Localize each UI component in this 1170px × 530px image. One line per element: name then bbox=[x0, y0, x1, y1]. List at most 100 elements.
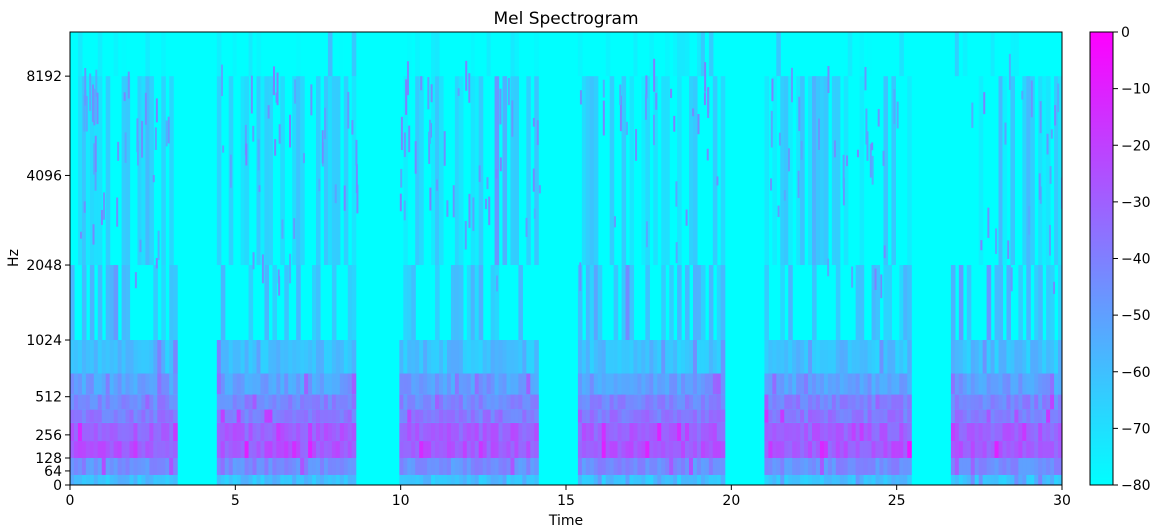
heatmap-cell-band-2 bbox=[494, 441, 500, 458]
heatmap-cell-band-6 bbox=[109, 373, 115, 395]
heatmap-cell-band-6 bbox=[1034, 373, 1039, 395]
heatmap-cell-band-8 bbox=[125, 265, 131, 341]
heatmap-cell-band-8 bbox=[994, 265, 1000, 341]
heatmap-cell-band-0 bbox=[804, 474, 809, 485]
heatmap-cell-band-1 bbox=[427, 457, 432, 475]
heatmap-cell-band-5 bbox=[125, 394, 131, 410]
heatmap-cell-band-4 bbox=[308, 409, 313, 423]
heatmap-cell-band-6 bbox=[490, 373, 496, 395]
heatmap-cell-band-0 bbox=[407, 474, 412, 485]
heatmap-cell-band-7 bbox=[506, 340, 512, 374]
heatmap-cell-band-0 bbox=[843, 474, 849, 485]
heatmap-cell-band-4 bbox=[720, 409, 726, 423]
heatmap-cell-band-9 bbox=[89, 76, 95, 266]
heatmap-cell-band-3 bbox=[446, 422, 452, 442]
heatmap-cell-band-7 bbox=[1058, 340, 1062, 374]
heatmap-streak bbox=[302, 153, 305, 164]
heatmap-cell-band-4 bbox=[458, 409, 464, 423]
heatmap-streak bbox=[827, 65, 830, 93]
heatmap-cell-band-0 bbox=[621, 474, 627, 485]
heatmap-cell-band-3 bbox=[161, 422, 166, 442]
heatmap-cell-band-0 bbox=[978, 474, 984, 485]
heatmap-cell-band-2 bbox=[712, 441, 718, 458]
heatmap-cell-band-3 bbox=[240, 422, 246, 442]
heatmap-cell-band-1 bbox=[169, 457, 174, 475]
heatmap-cell-band-8 bbox=[81, 265, 87, 341]
heatmap-cell-band-3 bbox=[601, 422, 607, 442]
heatmap-cell-band-5 bbox=[1014, 394, 1019, 410]
heatmap-cell-band-1 bbox=[482, 457, 488, 475]
heatmap-cell-band-2 bbox=[478, 441, 484, 458]
heatmap-cell-band-0 bbox=[990, 474, 996, 485]
heatmap-cell-band-3 bbox=[577, 422, 583, 442]
heatmap-streak bbox=[703, 92, 706, 106]
heatmap-cell-band-0 bbox=[879, 474, 885, 485]
heatmap-cell-band-6 bbox=[308, 373, 313, 395]
heatmap-cell-band-0 bbox=[998, 474, 1004, 485]
heatmap-cell-band-1 bbox=[871, 457, 877, 475]
heatmap-cell-band-5 bbox=[280, 394, 285, 410]
heatmap-cell-band-4 bbox=[712, 409, 718, 423]
heatmap-cell-band-7 bbox=[319, 340, 325, 374]
heatmap-cell-band-0 bbox=[454, 474, 460, 485]
heatmap-cell-band-0 bbox=[323, 474, 329, 485]
heatmap-streak bbox=[123, 92, 126, 102]
heatmap-cell-band-8 bbox=[161, 265, 166, 341]
heatmap-streak bbox=[625, 121, 628, 135]
heatmap-cell-band-3 bbox=[339, 422, 345, 442]
heatmap-cell-band-0 bbox=[629, 474, 635, 485]
heatmap-cell-band-4 bbox=[240, 409, 246, 423]
heatmap-cell-band-7 bbox=[73, 340, 79, 374]
heatmap-cell-band-5 bbox=[966, 394, 972, 410]
heatmap-streak bbox=[995, 228, 998, 254]
heatmap-cell-band-3 bbox=[812, 422, 817, 442]
heatmap-cell-band-1 bbox=[276, 457, 281, 475]
heatmap-cell-band-6 bbox=[831, 373, 837, 395]
heatmap-cell-band-9 bbox=[264, 76, 269, 266]
heatmap-cell-band-9 bbox=[621, 76, 627, 266]
heatmap-cell-band-4 bbox=[446, 409, 452, 423]
heatmap-cell-band-8 bbox=[998, 265, 1004, 341]
heatmap-cell-band-9 bbox=[1046, 76, 1051, 266]
heatmap-cell-band-1 bbox=[780, 457, 785, 475]
heatmap-cell-band-4 bbox=[970, 409, 976, 423]
heatmap-cell-band-8 bbox=[272, 265, 277, 341]
heatmap-cell-band-0 bbox=[351, 474, 357, 485]
heatmap-cell-band-0 bbox=[1018, 474, 1023, 485]
heatmap-cell-band-2 bbox=[228, 441, 234, 458]
heatmap-cell-band-0 bbox=[101, 474, 107, 485]
heatmap-streak bbox=[91, 84, 94, 122]
heatmap-cell-band-2 bbox=[859, 441, 865, 458]
heatmap-cell-band-7 bbox=[954, 340, 960, 374]
heatmap-cell-band-4 bbox=[224, 409, 230, 423]
heatmap-cell-band-1 bbox=[439, 457, 444, 475]
heatmap-cell-band-7 bbox=[1050, 340, 1055, 374]
heatmap-cell-band-1 bbox=[581, 457, 587, 475]
heatmap-cell-band-7 bbox=[784, 340, 789, 374]
heatmap-cell-band-10 bbox=[244, 32, 250, 77]
heatmap-cell-band-1 bbox=[589, 457, 595, 475]
heatmap-cell-band-7 bbox=[224, 340, 230, 374]
heatmap-cell-band-3 bbox=[605, 422, 611, 442]
heatmap-cell-band-0 bbox=[70, 474, 75, 485]
heatmap-cell-band-0 bbox=[165, 474, 170, 485]
heatmap-cell-band-2 bbox=[256, 441, 262, 458]
heatmap-cell-band-3 bbox=[585, 422, 591, 442]
heatmap-cell-band-6 bbox=[1018, 373, 1023, 395]
heatmap-cell-band-0 bbox=[439, 474, 444, 485]
heatmap-streak bbox=[429, 187, 432, 211]
heatmap-cell-band-7 bbox=[812, 340, 817, 374]
heatmap-cell-band-1 bbox=[657, 457, 662, 475]
heatmap-cell-band-7 bbox=[1022, 340, 1027, 374]
heatmap-streak bbox=[842, 154, 845, 189]
heatmap-cell-band-7 bbox=[1030, 340, 1035, 374]
heatmap-cell-band-8 bbox=[692, 265, 698, 341]
heatmap-cell-band-0 bbox=[343, 474, 349, 485]
heatmap-cell-band-3 bbox=[974, 422, 980, 442]
heatmap-cell-band-3 bbox=[268, 422, 273, 442]
heatmap-cell-band-6 bbox=[673, 373, 678, 395]
heatmap-cell-band-7 bbox=[621, 340, 627, 374]
heatmap-cell-band-7 bbox=[1046, 340, 1051, 374]
heatmap-cell-band-5 bbox=[244, 394, 250, 410]
heatmap-cell-band-4 bbox=[442, 409, 448, 423]
